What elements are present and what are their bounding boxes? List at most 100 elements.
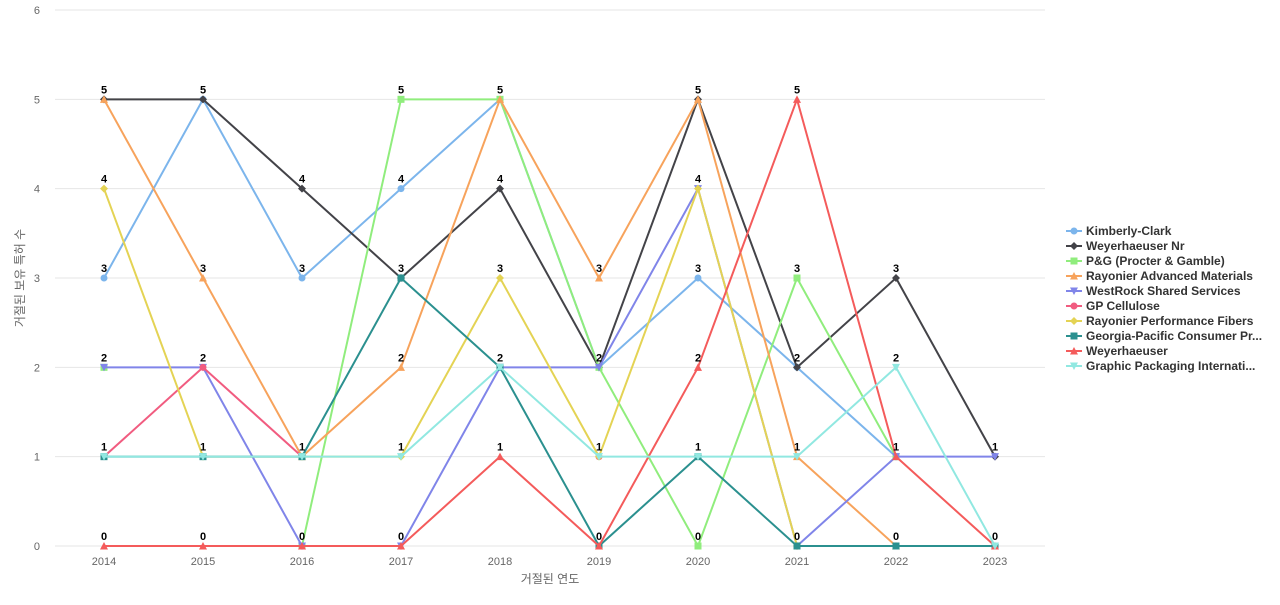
data-label: 5	[200, 84, 206, 96]
legend-item[interactable]: Weyerhaeuser	[1066, 344, 1168, 358]
data-label: 0	[893, 531, 899, 543]
data-point	[298, 453, 306, 461]
legend-item[interactable]: Rayonier Advanced Materials	[1066, 269, 1253, 283]
legend-label: WestRock Shared Services	[1086, 284, 1241, 298]
y-tick-label: 3	[34, 273, 40, 285]
data-point	[496, 452, 504, 461]
series-line	[103, 98, 996, 458]
legend-marker	[1070, 242, 1078, 250]
data-label: 4	[398, 174, 405, 186]
data-label: 0	[596, 531, 602, 543]
data-point	[199, 453, 207, 461]
data-label: 5	[398, 84, 404, 96]
data-label: 3	[695, 263, 701, 275]
data-label: 3	[398, 263, 404, 275]
data-point	[793, 453, 801, 461]
x-tick-label: 2020	[686, 556, 710, 568]
data-point	[100, 184, 108, 193]
y-tick-label: 0	[34, 541, 40, 553]
data-label: 5	[101, 84, 107, 96]
data-point	[199, 274, 207, 282]
series-line	[103, 366, 996, 547]
data-point	[496, 184, 504, 193]
y-axis-ticks: 0 1 2 3 4 5 6	[34, 5, 40, 553]
data-label: 1	[992, 442, 998, 454]
data-label: 0	[101, 531, 107, 543]
x-tick-label: 2019	[587, 556, 611, 568]
data-label: 3	[596, 263, 602, 275]
data-label: 3	[101, 263, 107, 275]
data-label: 2	[893, 352, 899, 364]
data-point	[694, 274, 702, 282]
legend-item[interactable]: Weyerhaeuser Nr	[1066, 239, 1185, 253]
data-point	[397, 274, 405, 282]
data-label: 2	[497, 352, 503, 364]
data-point	[694, 542, 702, 550]
data-point	[100, 542, 108, 550]
data-point	[397, 363, 405, 371]
legend-item[interactable]: WestRock Shared Services	[1066, 284, 1241, 298]
data-point	[793, 274, 801, 282]
data-point	[595, 453, 603, 461]
data-label: 2	[200, 352, 206, 364]
data-point	[595, 363, 603, 372]
legend-marker	[1070, 332, 1078, 340]
data-label: 2	[101, 352, 107, 364]
series-line	[103, 98, 996, 547]
y-tick-label: 1	[34, 452, 40, 464]
data-label: 4	[299, 174, 306, 186]
data-point	[100, 453, 108, 461]
data-label: 2	[794, 352, 800, 364]
legend-marker	[1070, 347, 1078, 355]
data-point	[793, 95, 801, 103]
data-point	[892, 363, 900, 372]
data-label: 1	[893, 442, 899, 454]
x-tick-label: 2018	[488, 556, 512, 568]
data-label: 2	[695, 352, 701, 364]
data-point	[199, 363, 207, 371]
data-point	[595, 542, 603, 550]
series-line	[301, 98, 897, 547]
legend-item[interactable]: Georgia-Pacific Consumer Pr...	[1066, 329, 1262, 343]
data-label: 1	[299, 442, 305, 454]
data-point	[199, 542, 207, 550]
legend-item[interactable]: Graphic Packaging Internati...	[1066, 359, 1255, 373]
legend-item[interactable]: GP Cellulose	[1066, 299, 1160, 313]
data-point	[100, 363, 108, 372]
legend-item[interactable]: P&G (Procter & Gamble)	[1066, 254, 1225, 268]
data-point	[397, 185, 405, 193]
data-point	[793, 363, 801, 372]
legend-marker	[1070, 287, 1078, 295]
series-9	[100, 363, 999, 550]
data-label: 3	[497, 263, 503, 275]
data-point	[298, 542, 306, 550]
legend-label: Georgia-Pacific Consumer Pr...	[1086, 329, 1262, 343]
legend-label: P&G (Procter & Gamble)	[1086, 254, 1225, 268]
legend-item[interactable]: Rayonier Performance Fibers	[1066, 314, 1254, 328]
data-point	[793, 542, 801, 550]
y-tick-label: 4	[34, 184, 40, 196]
data-point	[496, 363, 504, 372]
data-label: 3	[893, 263, 899, 275]
data-label: 4	[497, 174, 504, 186]
data-point	[298, 274, 306, 282]
legend-label: Weyerhaeuser Nr	[1086, 239, 1185, 253]
data-label: 1	[200, 442, 206, 454]
legend-marker	[1070, 272, 1078, 280]
x-tick-label: 2016	[290, 556, 314, 568]
legend-label: Rayonier Performance Fibers	[1086, 314, 1254, 328]
data-label: 4	[695, 174, 702, 186]
data-label: 1	[596, 442, 602, 454]
data-label: 0	[992, 531, 998, 543]
y-tick-label: 6	[34, 5, 40, 17]
data-label: 0	[398, 531, 404, 543]
data-label: 3	[794, 263, 800, 275]
legend-item[interactable]: Kimberly-Clark	[1066, 224, 1172, 238]
legend-label: GP Cellulose	[1086, 299, 1160, 313]
data-point	[595, 274, 603, 282]
data-label: 5	[695, 84, 701, 96]
data-point	[892, 542, 900, 550]
